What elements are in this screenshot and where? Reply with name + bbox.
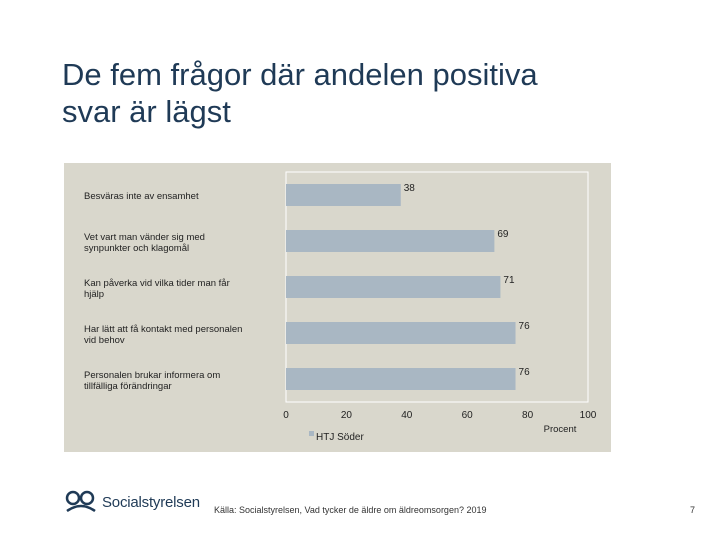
category-label-4: Har lätt att få kontakt med personalen vi… bbox=[84, 324, 242, 346]
x-tick-80: 80 bbox=[522, 410, 534, 421]
data-label-5: 76 bbox=[519, 367, 531, 378]
x-tick-0: 0 bbox=[283, 410, 289, 421]
title-line-1: De fem frågor där andelen positiva bbox=[62, 57, 538, 92]
source-note: Källa: Socialstyrelsen, Vad tycker de äl… bbox=[214, 505, 487, 515]
category-label-5: Personalen brukar informera om tillfällig… bbox=[84, 370, 220, 392]
category-label-1: Besväras inte av ensamhet bbox=[84, 191, 199, 202]
bar-2 bbox=[286, 230, 495, 252]
data-label-4: 76 bbox=[519, 321, 531, 332]
x-axis-label: Procent bbox=[544, 424, 577, 435]
bar-3 bbox=[286, 276, 501, 298]
category-label-2: Vet vart man vänder sig med synpunkter oc… bbox=[84, 232, 205, 254]
x-tick-40: 40 bbox=[401, 410, 413, 421]
data-label-1: 38 bbox=[404, 183, 416, 194]
x-tick-20: 20 bbox=[341, 410, 353, 421]
slide-title: De fem frågor där andelen positiva svar … bbox=[62, 56, 662, 130]
x-tick-100: 100 bbox=[580, 410, 597, 421]
bar-1 bbox=[286, 184, 401, 206]
bar-5 bbox=[286, 368, 516, 390]
data-label-3: 71 bbox=[503, 275, 515, 286]
bar-chart: 38 Besväras inte av ensamhet 69 Vet vart ma… bbox=[84, 171, 597, 443]
data-label-2: 69 bbox=[497, 229, 509, 240]
chart-panel: 38 Besväras inte av ensamhet 69 Vet vart ma… bbox=[64, 163, 611, 452]
socialstyrelsen-logo: Socialstyrelsen bbox=[64, 487, 200, 517]
legend-swatch bbox=[309, 431, 314, 436]
logo-text: Socialstyrelsen bbox=[102, 493, 200, 511]
legend-label: HTJ Söder bbox=[316, 432, 364, 443]
page-number: 7 bbox=[690, 505, 696, 515]
x-tick-60: 60 bbox=[462, 410, 474, 421]
logo-mark-icon bbox=[65, 490, 96, 513]
title-line-2: svar är lägst bbox=[62, 94, 231, 129]
category-label-3: Kan påverka vid vilka tider man får hjälp bbox=[84, 278, 230, 300]
bar-4 bbox=[286, 322, 516, 344]
